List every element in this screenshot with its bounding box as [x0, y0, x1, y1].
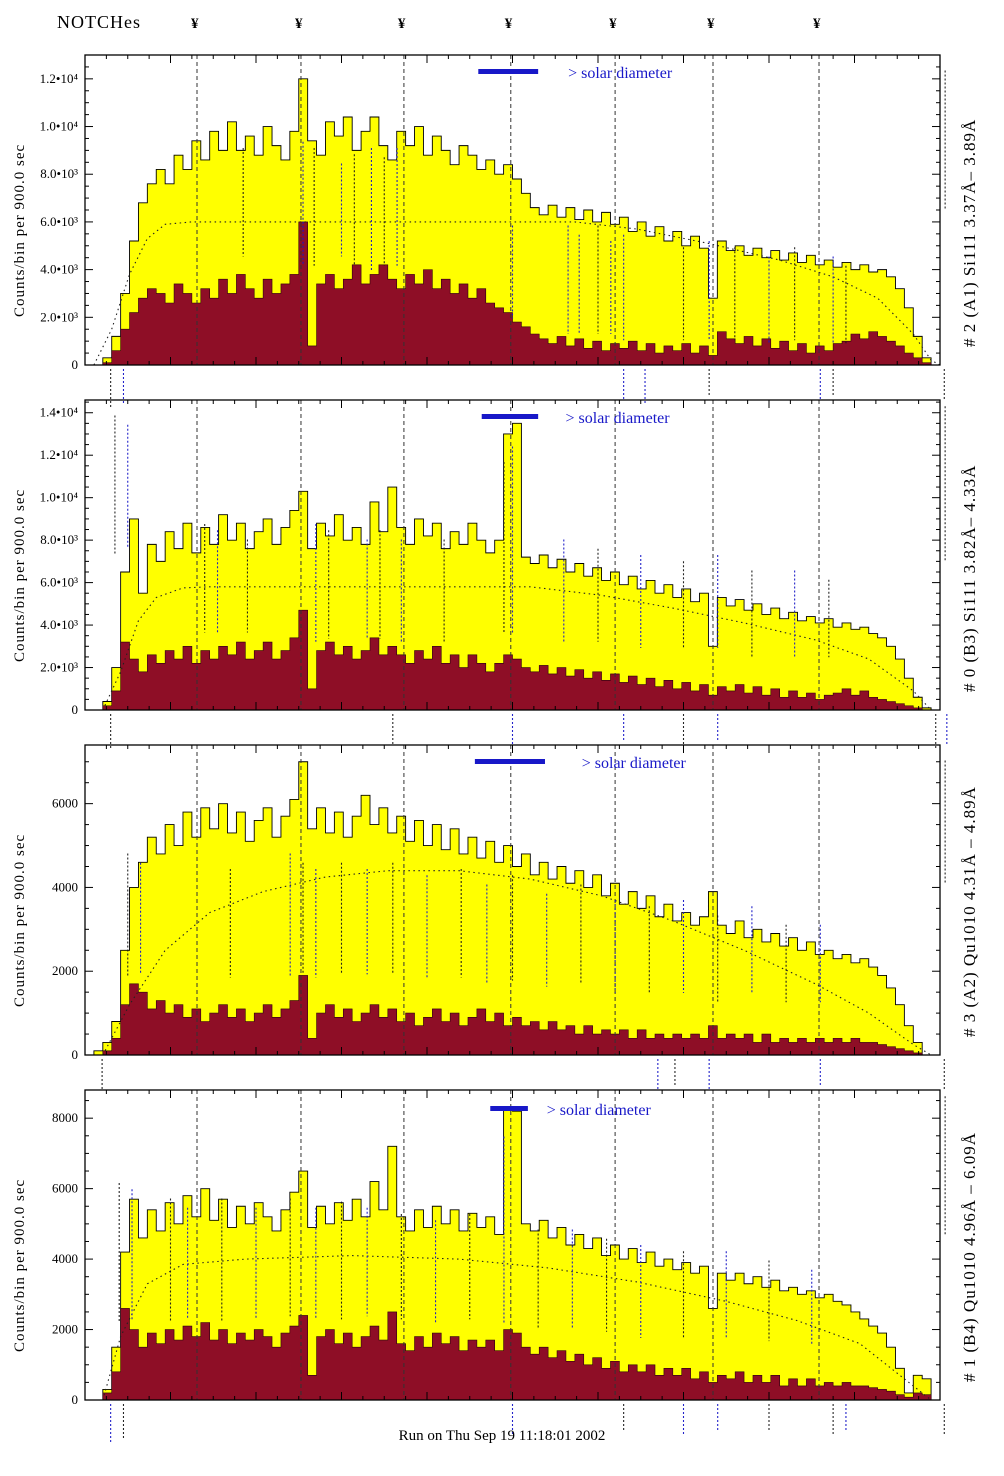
histogram-darkred [85, 975, 940, 1056]
y-tick-label: 0 [72, 702, 79, 717]
y-tick-label: 1.0•10⁴ [40, 490, 79, 505]
y-tick-label: 1.4•10⁴ [40, 405, 79, 420]
solar-diameter-label: > solar diameter [582, 755, 687, 772]
panel-1-plot: > solar diameter 0 2.0•10³ 4.0•10³ 6.0•10³ 8.… [40, 54, 946, 409]
panel-3-y-axis-title: Counts/bin per 900.0 sec [12, 833, 28, 1007]
y-tick-label: 2.0•10³ [40, 660, 78, 675]
solar-diameter-bar [490, 1106, 528, 1111]
panel-4-detector-label: # 1 (B4) Qu1010 4.96Å – 6.09Å [960, 1132, 979, 1382]
y-tick-label: 0 [72, 357, 79, 372]
notches-header-label: NOTCHes [57, 12, 141, 32]
notch-symbol: ¥ [191, 16, 199, 32]
histogram-darkred [85, 609, 940, 711]
y-tick-label: 6000 [52, 796, 78, 811]
notch-symbol: ¥ [706, 16, 715, 32]
sensitivity-envelope-curve [102, 586, 932, 711]
run-timestamp: Run on Thu Sep 19 11:18:01 2002 [398, 1428, 606, 1444]
panel-2-y-axis-title: Counts/bin per 900.0 sec [12, 488, 28, 662]
panel-3-plot: > solar diameter 0 2000 4000 6000 [52, 744, 946, 1091]
solar-diameter-label: > solar diameter [547, 1102, 652, 1119]
notch-symbol: ¥ [813, 16, 821, 32]
y-tick-label: 0 [72, 1392, 79, 1407]
y-tick-label: 4.0•10³ [40, 262, 78, 277]
panel-2-plot: > solar diameter 0 2.0•10³ 4.0•10³ 6.0•10³ 8.… [40, 399, 948, 749]
solar-diameter-label: > solar diameter [568, 65, 673, 82]
notch-symbol: ¥ [397, 16, 406, 32]
y-tick-label: 6000 [52, 1181, 78, 1196]
solar-diameter-label: > solar diameter [566, 410, 671, 427]
y-tick-label: 1.2•10⁴ [40, 447, 79, 462]
y-tick-label: 8.0•10³ [40, 532, 78, 547]
panel-2-plot-area: > solar diameter [84, 399, 948, 749]
y-tick-label: 2.0•10³ [40, 309, 78, 324]
panel-3-detector-label: # 3 (A2) Qu1010 4.31Å – 4.89Å [960, 786, 979, 1037]
panel-3-plot-area: > solar diameter [84, 744, 946, 1091]
y-tick-label: 6.0•10³ [40, 575, 78, 590]
solar-diameter-bar [478, 69, 539, 74]
panel-1-y-axis-title: Counts/bin per 900.0 sec [12, 143, 28, 317]
y-tick-label: 0 [72, 1047, 79, 1062]
sensitivity-envelope-curve [102, 870, 932, 1056]
y-tick-label: 2000 [52, 963, 78, 978]
panel-4-plot-area: > solar diameter [84, 1089, 946, 1444]
y-tick-label: 1.0•10⁴ [40, 119, 79, 134]
notch-symbol: ¥ [294, 16, 303, 32]
notch-symbol: ¥ [504, 16, 513, 32]
panel-4-plot: > solar diameter 0 2000 4000 6000 8000 [52, 1089, 946, 1444]
y-tick-label: 6.0•10³ [40, 214, 78, 229]
y-tick-label: 8000 [52, 1110, 78, 1125]
y-tick-label: 2000 [52, 1322, 78, 1337]
panel-1-detector-label: # 2 (A1) Si111 3.37Å– 3.89Å [960, 118, 979, 347]
histogram-darkred [85, 221, 940, 366]
panel-4-y-axis-title: Counts/bin per 900.0 sec [12, 1178, 28, 1352]
panel-2-detector-label: # 0 (B3) Si111 3.82Å– 4.33Å [960, 464, 979, 692]
sensitivity-envelope-curve [93, 221, 941, 366]
histogram-darkred [85, 1308, 940, 1401]
solar-diameter-bar [474, 759, 545, 764]
y-tick-label: 1.2•10⁴ [40, 71, 79, 86]
y-tick-label: 4000 [52, 879, 78, 894]
y-tick-label: 8.0•10³ [40, 166, 78, 181]
solar-diameter-bar [481, 414, 539, 419]
y-tick-label: 4000 [52, 1251, 78, 1266]
y-tick-label: 4.0•10³ [40, 617, 78, 632]
notch-symbol: ¥ [609, 16, 617, 32]
panel-1-plot-area: > solar diameter [84, 54, 946, 409]
